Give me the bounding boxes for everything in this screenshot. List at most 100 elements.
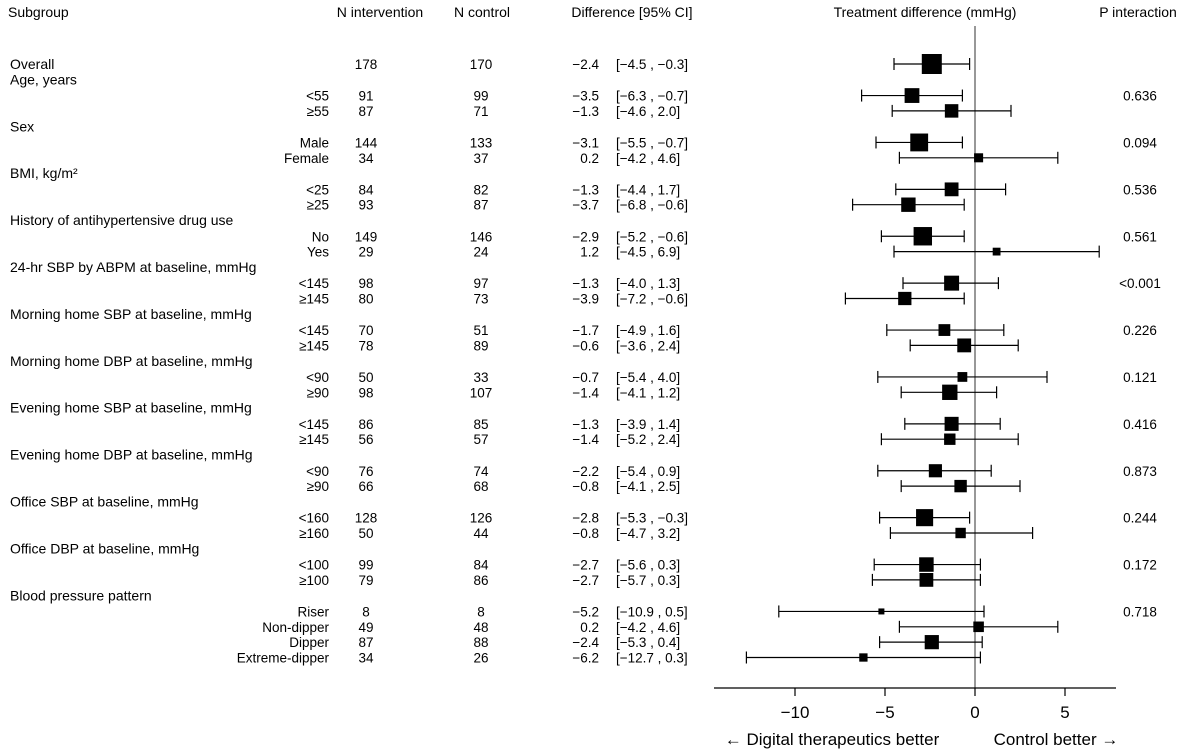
subgroup-label: Extreme-dipper [237, 651, 330, 666]
ci-cell: [−5.6 , 0.3] [616, 558, 680, 573]
point-estimate [944, 182, 959, 197]
subgroup-label: Riser [297, 604, 329, 619]
n-control-cell: 88 [473, 635, 488, 650]
point-estimate [957, 372, 968, 382]
subgroup-label: ≥145 [299, 338, 329, 353]
estimate-cell: −0.6 [572, 338, 599, 353]
estimate-cell: 0.2 [580, 620, 599, 635]
n-control-cell: 48 [473, 620, 488, 635]
estimate-cell: −1.4 [572, 385, 599, 400]
n-intervention-cell: 50 [358, 370, 373, 385]
n-control-cell: 99 [473, 89, 488, 104]
group-label: BMI, kg/m² [10, 165, 78, 181]
n-intervention-cell: 98 [358, 385, 373, 400]
subgroup-label: <90 [306, 370, 329, 385]
group-label: 24-hr SBP by ABPM at baseline, mmHg [10, 259, 256, 275]
n-intervention-cell: 79 [358, 573, 373, 588]
subgroup-label: <55 [306, 89, 329, 104]
n-control-cell: 26 [473, 651, 488, 666]
point-estimate [992, 247, 1001, 256]
p-interaction-value: 0.172 [1123, 558, 1157, 573]
n-intervention-cell: 98 [358, 276, 373, 291]
estimate-cell: −3.1 [572, 135, 599, 150]
x-tick-label: 5 [1060, 703, 1069, 722]
ci-cell: [−12.7 , 0.3] [616, 651, 688, 666]
n-control-cell: 86 [473, 573, 488, 588]
point-estimate [913, 227, 933, 246]
estimate-cell: −3.7 [572, 198, 599, 213]
group-label: History of antihypertensive drug use [10, 212, 234, 228]
header-subgroup: Subgroup [8, 4, 69, 20]
n-control-cell: 146 [470, 229, 493, 244]
n-intervention-cell: 87 [358, 635, 373, 650]
ci-cell: [−4.0 , 1.3] [616, 276, 680, 291]
estimate-cell: −5.2 [572, 604, 599, 619]
point-estimate [938, 324, 951, 336]
estimate-cell: 1.2 [580, 245, 599, 260]
n-control-cell: 8 [477, 604, 485, 619]
subgroup-label: Non-dipper [262, 620, 329, 635]
n-intervention-cell: 8 [362, 604, 370, 619]
estimate-cell: −2.7 [572, 573, 599, 588]
ci-cell: [−5.7 , 0.3] [616, 573, 680, 588]
n-control-cell: 44 [473, 526, 489, 541]
n-control-cell: 68 [473, 479, 488, 494]
estimate-cell: −1.7 [572, 323, 599, 338]
ci-cell: [−4.1 , 2.5] [616, 479, 680, 494]
n-control-cell: 37 [473, 151, 488, 166]
estimate-cell: −1.4 [572, 432, 599, 447]
n-control-cell: 57 [473, 432, 488, 447]
estimate-cell: −0.8 [572, 526, 599, 541]
header-n-intervention: N intervention [337, 4, 423, 20]
point-estimate [974, 153, 984, 163]
ci-cell: [−5.2 , 2.4] [616, 432, 680, 447]
p-interaction-value: 0.121 [1123, 370, 1157, 385]
n-control-cell: 170 [470, 57, 493, 72]
ci-cell: [−5.3 , −0.3] [616, 511, 688, 526]
n-intervention-cell: 99 [358, 558, 373, 573]
p-interaction-value: 0.226 [1123, 323, 1157, 338]
ci-cell: [−4.5 , −0.3] [616, 57, 688, 72]
group-label: Morning home DBP at baseline, mmHg [10, 353, 253, 369]
axis-label-right: Control better → [994, 730, 1119, 749]
n-control-cell: 84 [473, 558, 489, 573]
group-label: Evening home SBP at baseline, mmHg [10, 400, 252, 416]
ci-cell: [−4.2 , 4.6] [616, 620, 680, 635]
estimate-cell: −6.2 [572, 651, 599, 666]
point-estimate [916, 509, 934, 527]
estimate-cell: −1.3 [572, 182, 599, 197]
n-intervention-cell: 66 [358, 479, 373, 494]
estimate-cell: −3.9 [572, 292, 599, 307]
estimate-cell: −1.3 [572, 417, 599, 432]
point-estimate [878, 608, 885, 615]
point-estimate [957, 338, 972, 353]
subgroup-label: <100 [299, 558, 329, 573]
ci-cell: [−4.7 , 3.2] [616, 526, 680, 541]
ci-cell: [−3.9 , 1.4] [616, 417, 680, 432]
x-tick-label: 0 [970, 703, 979, 722]
n-intervention-cell: 56 [358, 432, 373, 447]
p-interaction-value: 0.718 [1123, 604, 1157, 619]
point-estimate [944, 104, 959, 118]
n-intervention-cell: 34 [358, 151, 374, 166]
group-label: Morning home SBP at baseline, mmHg [10, 306, 252, 322]
subgroup-label: <145 [299, 417, 329, 432]
n-control-cell: 71 [473, 104, 488, 119]
p-interaction-value: 0.536 [1123, 182, 1157, 197]
ci-cell: [−6.8 , −0.6] [616, 198, 688, 213]
ci-cell: [−5.3 , 0.4] [616, 635, 680, 650]
point-estimate [910, 133, 929, 152]
n-intervention-cell: 91 [358, 89, 373, 104]
n-intervention-cell: 128 [355, 511, 378, 526]
ci-cell: [−5.2 , −0.6] [616, 229, 688, 244]
point-estimate [921, 54, 942, 74]
estimate-cell: 0.2 [580, 151, 599, 166]
header-difference: Difference [95% CI] [571, 4, 692, 20]
ci-cell: [−5.4 , 0.9] [616, 464, 680, 479]
subgroup-label: ≥160 [299, 526, 329, 541]
subgroup-label: ≥90 [307, 479, 329, 494]
x-tick-label: −10 [781, 703, 810, 722]
subgroup-label: <145 [299, 323, 329, 338]
estimate-cell: −3.5 [572, 89, 599, 104]
